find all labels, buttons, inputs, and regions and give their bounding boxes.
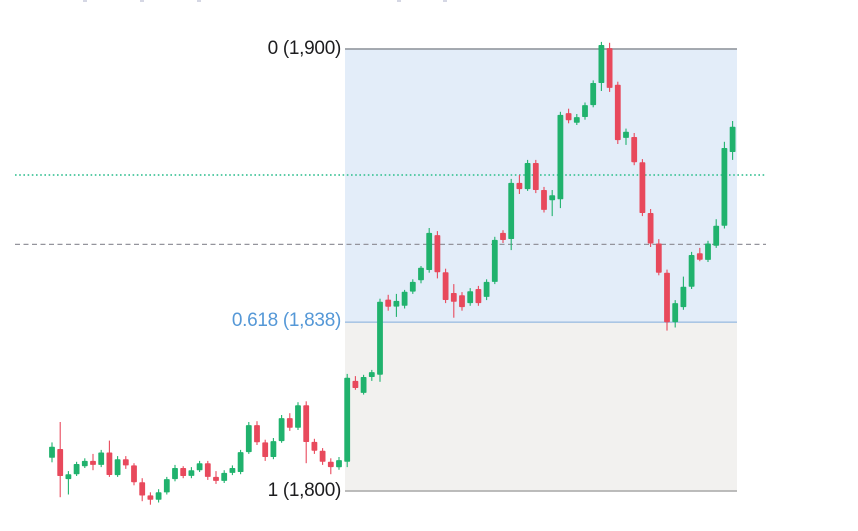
cropped-edge-artifact [197, 0, 201, 2]
fib-level-0-label: 0 (1,900) [267, 38, 342, 59]
cropped-edge-artifact [443, 0, 447, 2]
cropped-edge-artifact [397, 0, 401, 2]
fib-level-0618-label: 0.618 (1,838) [231, 310, 341, 331]
cropped-edge-artifact [140, 0, 144, 2]
fib-level-1-label: 1 (1,800) [267, 480, 342, 501]
cropped-edge-artifact [83, 0, 87, 2]
